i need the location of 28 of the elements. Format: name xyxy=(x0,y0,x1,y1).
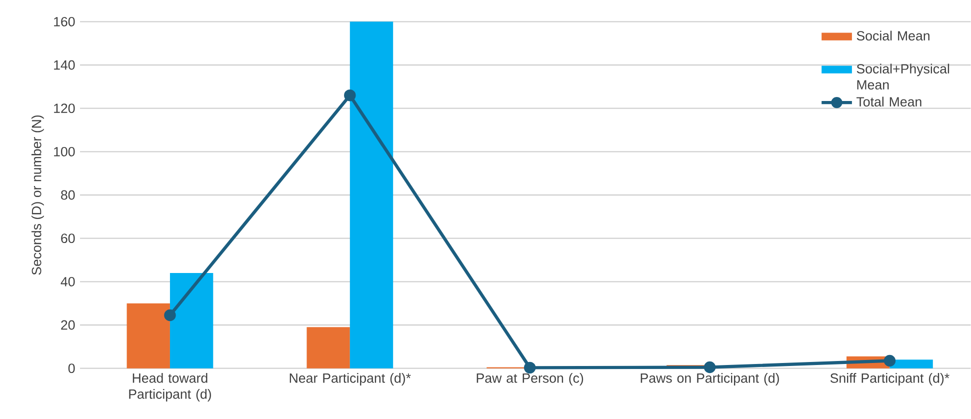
x-tick-label: Near Participant (d)* xyxy=(290,373,411,386)
point xyxy=(524,362,536,374)
bar xyxy=(170,273,214,368)
y-tick-label: 0 xyxy=(68,364,75,374)
bar xyxy=(890,360,933,368)
legend-label: Total Mean xyxy=(856,96,922,107)
y-tick-label: 120 xyxy=(54,104,75,114)
point xyxy=(164,309,176,322)
point xyxy=(344,89,356,102)
bar xyxy=(306,327,350,368)
y-tick-label: 160 xyxy=(54,16,75,26)
y-tick-label: 80 xyxy=(61,190,75,200)
y-tick-label: 40 xyxy=(60,276,75,286)
y-tick-label: 20 xyxy=(61,320,75,330)
y-tick-label: 140 xyxy=(54,60,75,70)
x-tick-label: Paw at Person (c) xyxy=(476,373,584,386)
x-tick-label: Paws on Participant (d) xyxy=(640,373,779,386)
y-axis-title: Seconds (D) or number (N) xyxy=(31,115,44,275)
y-tick-label: 60 xyxy=(61,234,75,244)
bar xyxy=(350,22,394,368)
x-tick-label: Sniff Participant (d)* xyxy=(830,373,950,386)
y-tick-label: 100 xyxy=(54,146,75,156)
legend-label: Social Mean xyxy=(856,30,930,41)
point xyxy=(704,361,716,374)
legend-label: Social+Physical Mean xyxy=(856,64,950,90)
x-tick-label: Head toward Participant (d) xyxy=(129,373,211,402)
bar xyxy=(126,303,170,368)
point xyxy=(884,354,896,367)
